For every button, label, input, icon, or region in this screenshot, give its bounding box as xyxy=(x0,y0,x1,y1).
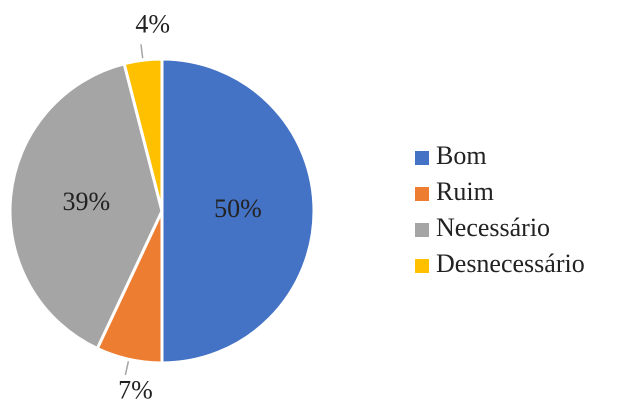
legend-label: Ruim xyxy=(436,177,494,206)
pie-slice xyxy=(8,61,164,351)
data-label: 39% xyxy=(63,187,111,216)
data-label: 50% xyxy=(214,194,262,223)
legend-swatch xyxy=(415,259,429,273)
pie-slice xyxy=(122,57,164,212)
legend-label: Desnecessário xyxy=(436,249,585,278)
legend-label: Bom xyxy=(436,141,487,170)
legend-swatch xyxy=(415,151,429,165)
legend-swatch xyxy=(415,187,429,201)
legend-label: Necessário xyxy=(436,213,550,242)
legend-swatch xyxy=(415,223,429,237)
pie-slice xyxy=(160,57,316,365)
data-label: 7% xyxy=(118,375,153,404)
leader-line xyxy=(140,44,144,59)
leader-line xyxy=(124,361,130,376)
data-label: 4% xyxy=(135,9,170,38)
